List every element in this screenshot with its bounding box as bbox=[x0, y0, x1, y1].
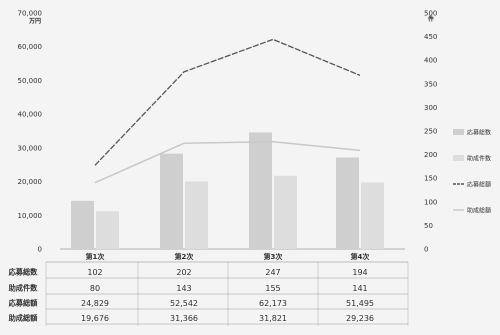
left-tick-label: 0 bbox=[38, 246, 42, 254]
table-row-label: 応募総数 bbox=[9, 268, 39, 277]
table-cell: 141 bbox=[352, 284, 367, 293]
bar-grants bbox=[96, 211, 119, 249]
right-tick-label: 250 bbox=[424, 128, 437, 136]
left-tick-label: 60,000 bbox=[18, 43, 43, 51]
legend-label: 助成件数 bbox=[467, 155, 491, 163]
bar-grants bbox=[185, 181, 208, 249]
left-tick-label: 70,000 bbox=[18, 10, 43, 18]
bar-grants bbox=[274, 175, 297, 249]
right-y-axis: 件 0 50 100 150 200 250 300 350 400 450 500 bbox=[424, 10, 437, 254]
bar-grants bbox=[361, 182, 384, 249]
bar-applications bbox=[249, 132, 272, 249]
data-table: 応募総数 102 202 247 194 助成件数 80 143 155 141 応募総額 24,82… bbox=[9, 261, 409, 326]
table-row-label: 応募総額 bbox=[9, 299, 39, 308]
line-grant-amount bbox=[94, 140, 361, 184]
legend-swatch bbox=[453, 155, 464, 161]
right-tick-label: 500 bbox=[424, 10, 437, 18]
bar-applications bbox=[71, 200, 94, 249]
category-label: 第3次 bbox=[264, 252, 283, 261]
right-tick-label: 150 bbox=[424, 175, 437, 183]
right-tick-label: 450 bbox=[424, 33, 437, 41]
line-group bbox=[94, 38, 361, 184]
legend-swatch bbox=[453, 129, 464, 135]
legend-label: 応募総額 bbox=[467, 181, 491, 189]
table-cell: 143 bbox=[176, 284, 191, 293]
right-tick-label: 200 bbox=[424, 151, 437, 159]
table-cell: 31,821 bbox=[259, 314, 287, 323]
left-tick-label: 20,000 bbox=[18, 178, 43, 186]
left-y-axis: 万円 0 10,000 20,000 30,000 40,000 50,000 60,000… bbox=[18, 10, 43, 254]
line-application-amount bbox=[94, 38, 361, 166]
table-cell: 19,676 bbox=[81, 314, 109, 323]
table-row-label: 助成総額 bbox=[9, 314, 39, 323]
bar-applications bbox=[336, 157, 359, 249]
right-axis-unit: 件 bbox=[428, 15, 434, 23]
table-cell: 52,542 bbox=[170, 299, 198, 308]
table-row-label: 助成件数 bbox=[9, 284, 39, 293]
table-cell: 155 bbox=[265, 284, 280, 293]
legend-label: 応募総数 bbox=[467, 129, 491, 137]
legend-label: 助成総額 bbox=[467, 207, 491, 215]
table-cell: 247 bbox=[265, 268, 280, 277]
category-label: 第2次 bbox=[175, 252, 194, 261]
table-cell: 102 bbox=[87, 268, 102, 277]
table-cell: 51,495 bbox=[346, 299, 374, 308]
left-tick-label: 50,000 bbox=[18, 77, 43, 85]
category-label: 第1次 bbox=[86, 252, 105, 261]
table-cell: 202 bbox=[176, 268, 191, 277]
right-tick-label: 300 bbox=[424, 104, 437, 112]
table-cell: 29,236 bbox=[346, 314, 374, 323]
left-axis-unit: 万円 bbox=[28, 18, 41, 25]
right-tick-label: 350 bbox=[424, 80, 437, 88]
right-tick-label: 400 bbox=[424, 57, 437, 65]
category-label: 第4次 bbox=[351, 252, 370, 261]
bar-applications bbox=[160, 153, 183, 249]
category-labels: 第1次 第2次 第3次 第4次 bbox=[86, 252, 370, 261]
right-tick-label: 50 bbox=[424, 222, 433, 230]
table-cell: 194 bbox=[352, 268, 367, 277]
table-cell: 80 bbox=[90, 284, 100, 293]
left-tick-label: 40,000 bbox=[18, 111, 43, 119]
table-cell: 31,366 bbox=[170, 314, 198, 323]
left-tick-label: 30,000 bbox=[18, 144, 43, 152]
left-tick-label: 10,000 bbox=[18, 212, 43, 220]
right-tick-label: 100 bbox=[424, 198, 437, 206]
table-cell: 24,829 bbox=[81, 299, 109, 308]
bar-group bbox=[60, 132, 405, 250]
right-tick-label: 0 bbox=[424, 246, 428, 254]
table-cell: 62,173 bbox=[259, 299, 287, 308]
